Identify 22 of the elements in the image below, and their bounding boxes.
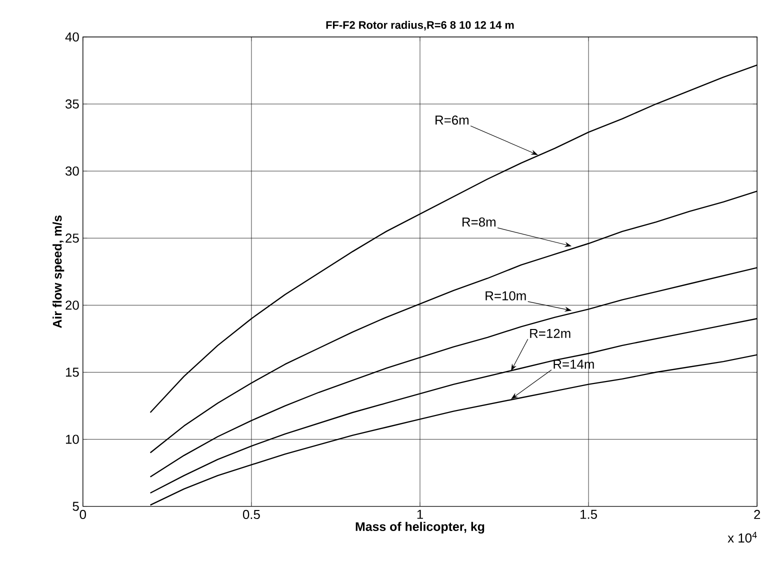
x-tick-label: 1 (417, 510, 423, 519)
y-tick-label: 25 (66, 233, 79, 243)
chart-title: FF-F2 Rotor radius,R=6 8 10 12 14 m (326, 20, 514, 30)
x-tick-label: 0 (80, 510, 86, 519)
x-tick-label: 0.5 (242, 510, 260, 519)
annotation: R=10m (486, 291, 526, 300)
y-tick-label: 15 (66, 368, 79, 377)
annotation: R=6m (436, 115, 469, 125)
y-tick-label: 20 (66, 300, 79, 310)
y-tick-label: 35 (66, 99, 79, 108)
y-tick-label: 30 (66, 166, 79, 176)
text: x 10$^{4}$ (728, 532, 757, 542)
y-axis-title: Air flow speed, m/s (52, 215, 64, 328)
y-tick-label: 40 (65, 32, 79, 42)
x-axis-title: Mass of helicopter, kg (356, 522, 484, 534)
y-tick-label: 10 (66, 434, 79, 444)
annotation: R=12m (530, 328, 570, 338)
annotation: R=8m (462, 217, 496, 226)
x-tick-label: 1.5 (580, 510, 597, 519)
y-tick-label: 5 (72, 502, 79, 511)
x-tick-label: 2 (754, 510, 760, 519)
annotation: R=14m (554, 360, 594, 369)
